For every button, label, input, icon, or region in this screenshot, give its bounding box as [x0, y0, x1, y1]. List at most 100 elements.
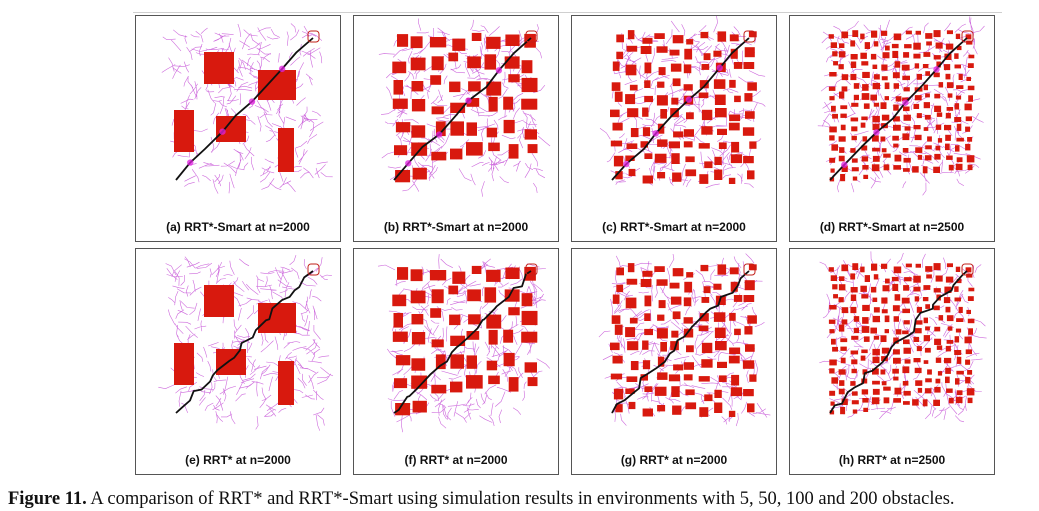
- obstacle: [625, 327, 636, 338]
- obstacle: [838, 284, 846, 291]
- obstacle: [893, 33, 902, 41]
- obstacle: [642, 107, 649, 117]
- obstacle: [466, 375, 483, 389]
- obstacle: [468, 81, 481, 92]
- obstacle: [701, 297, 710, 303]
- obstacle: [850, 294, 857, 301]
- obstacle: [640, 46, 652, 54]
- figure-label: Figure 11.: [8, 489, 87, 509]
- obstacle: [946, 30, 953, 35]
- obstacle: [850, 54, 858, 60]
- obstacle: [429, 270, 447, 281]
- obstacle: [717, 264, 727, 275]
- optimal-path: [393, 270, 532, 414]
- obstacle: [672, 172, 682, 182]
- obstacle: [745, 111, 755, 119]
- beacon-cluster: [623, 160, 630, 168]
- obstacle: [946, 388, 953, 393]
- beacon-cluster: [435, 131, 443, 138]
- obstacle: [670, 63, 682, 72]
- obstacle: [503, 352, 515, 367]
- obstacle: [880, 335, 887, 342]
- obstacle: [955, 33, 961, 39]
- obstacle: [410, 269, 423, 282]
- obstacle: [832, 284, 838, 290]
- obstacle: [925, 71, 930, 76]
- obstacle: [893, 376, 899, 381]
- obstacle: [626, 143, 638, 149]
- obstacle: [935, 378, 941, 384]
- obstacle: [673, 364, 684, 371]
- obstacle: [901, 297, 910, 304]
- obstacle: [683, 64, 692, 74]
- obstacle: [901, 64, 910, 71]
- obstacle: [850, 287, 858, 293]
- obstacle: [450, 335, 466, 346]
- obstacle: [627, 341, 639, 351]
- obstacle: [933, 72, 940, 78]
- obstacle: [863, 336, 870, 342]
- beacon-cluster: [187, 159, 194, 166]
- obstacle: [698, 325, 709, 332]
- obstacle: [644, 62, 652, 74]
- obstacle: [860, 266, 865, 273]
- obstacle: [954, 103, 960, 110]
- obstacle: [956, 318, 964, 322]
- obstacle: [616, 34, 624, 43]
- obstacle: [686, 272, 694, 278]
- obstacle: [839, 91, 845, 99]
- obstacle: [893, 116, 900, 122]
- obstacle: [395, 355, 411, 366]
- obstacle: [828, 319, 836, 324]
- beacon-cluster: [465, 97, 472, 104]
- obstacle: [880, 136, 886, 142]
- beacon-cluster: [933, 66, 940, 73]
- obstacle: [744, 93, 753, 102]
- obstacle: [870, 286, 877, 293]
- obstacle: [851, 135, 857, 141]
- obstacle: [610, 109, 620, 118]
- obstacle: [830, 401, 835, 406]
- obstacle: [642, 408, 653, 417]
- obstacle: [936, 61, 941, 68]
- obstacle: [748, 31, 757, 38]
- obstacle: [913, 358, 921, 363]
- obstacle: [967, 370, 973, 375]
- obstacle: [945, 306, 951, 313]
- obstacle: [660, 342, 667, 352]
- obstacle: [860, 122, 866, 128]
- obstacle: [954, 350, 962, 355]
- obstacle: [873, 74, 880, 80]
- obstacle: [686, 112, 694, 120]
- obstacle: [893, 398, 901, 403]
- goal-marker: [525, 263, 538, 276]
- obstacle: [903, 52, 910, 58]
- obstacle: [937, 138, 943, 143]
- obstacle: [967, 397, 973, 404]
- obstacle: [968, 54, 975, 59]
- obstacle: [448, 52, 459, 62]
- obstacle: [729, 267, 739, 275]
- obstacle: [657, 172, 666, 179]
- obstacle: [894, 61, 901, 68]
- obstacle: [850, 381, 856, 386]
- obstacle: [923, 102, 930, 109]
- beacon-cluster: [219, 128, 226, 135]
- obstacle: [611, 315, 621, 324]
- obstacle: [892, 72, 900, 79]
- obstacle: [954, 336, 960, 343]
- panel-a: (a) RRT*-Smart at n=2000: [135, 15, 341, 242]
- obstacle: [925, 378, 932, 383]
- obstacle: [839, 324, 845, 332]
- obstacle: [956, 370, 964, 375]
- obstacle: [872, 348, 880, 356]
- obstacle: [435, 354, 446, 370]
- obstacle: [924, 388, 932, 394]
- obstacle: [947, 93, 953, 98]
- obstacle: [853, 83, 860, 89]
- obstacle: [715, 295, 726, 305]
- obstacle: [934, 338, 942, 345]
- obstacle: [956, 356, 962, 364]
- obstacle: [966, 388, 975, 396]
- obstacle: [925, 145, 932, 150]
